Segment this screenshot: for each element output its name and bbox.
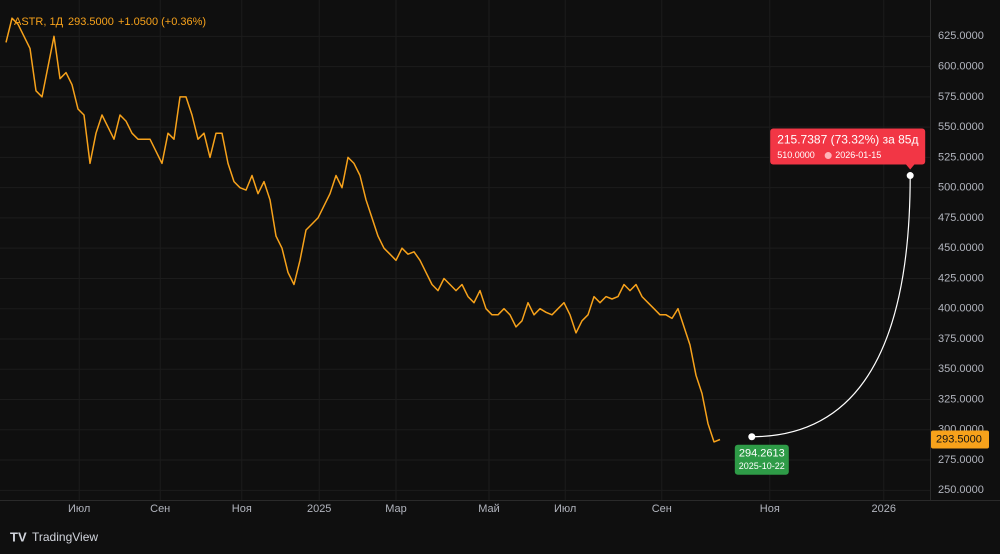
x-tick-label: 2026 — [872, 503, 896, 515]
y-tick-label: 600.0000 — [938, 60, 984, 72]
brand-logo: TV — [10, 529, 27, 544]
y-tick-label: 325.0000 — [938, 393, 984, 405]
price-line — [5, 17, 721, 443]
x-tick-label: Ноя — [232, 503, 252, 515]
x-tick-label: Июл — [68, 503, 90, 515]
measure-curve — [751, 175, 911, 438]
x-tick-label: 2025 — [307, 503, 331, 515]
end-date: 2026-01-15 — [835, 150, 881, 160]
y-tick-label: 525.0000 — [938, 151, 984, 163]
y-tick-label: 550.0000 — [938, 121, 984, 133]
end-box — [770, 128, 926, 165]
x-tick-label: Май — [478, 503, 500, 515]
brand: TV TradingView — [10, 529, 98, 544]
brand-name: TradingView — [32, 530, 98, 544]
end-box-pointer — [905, 163, 916, 170]
start-date: 2025-10-22 — [739, 461, 785, 471]
y-tick-label: 425.0000 — [938, 272, 984, 284]
grid — [0, 0, 930, 500]
y-tick-label: 275.0000 — [938, 454, 984, 466]
last-price-badge — [931, 430, 989, 449]
x-tick-label: Сен — [150, 503, 170, 515]
measure-text: 215.7387 (73.32%) за 85д — [777, 133, 918, 147]
x-tick-label: Ноя — [760, 503, 780, 515]
y-tick-label: 500.0000 — [938, 182, 984, 194]
y-tick-label: 250.0000 — [938, 484, 984, 496]
y-tick-label: 375.0000 — [938, 333, 984, 345]
end-icon — [824, 152, 832, 160]
y-tick-label: 350.0000 — [938, 363, 984, 375]
y-tick-label: 475.0000 — [938, 212, 984, 224]
y-tick-label: 625.0000 — [938, 30, 984, 42]
last-price: 293.5000 — [68, 16, 114, 28]
x-tick-label: Июл — [554, 503, 576, 515]
start-value: 294.2613 — [739, 448, 785, 460]
y-tick-label: 400.0000 — [938, 303, 984, 315]
y-tick-label: 575.0000 — [938, 91, 984, 103]
end-value: 510.0000 — [777, 150, 815, 160]
y-tick-label: 450.0000 — [938, 242, 984, 254]
last-price-badge-label: 293.5000 — [936, 433, 982, 445]
start-box — [734, 444, 789, 475]
change: +1.0500 (+0.36%) — [118, 16, 206, 28]
symbol: ASTR, 1Д — [14, 16, 64, 28]
x-tick-label: Сен — [652, 503, 672, 515]
x-tick-label: Мар — [385, 503, 407, 515]
measure-start — [748, 433, 756, 441]
measure-end — [906, 172, 914, 180]
